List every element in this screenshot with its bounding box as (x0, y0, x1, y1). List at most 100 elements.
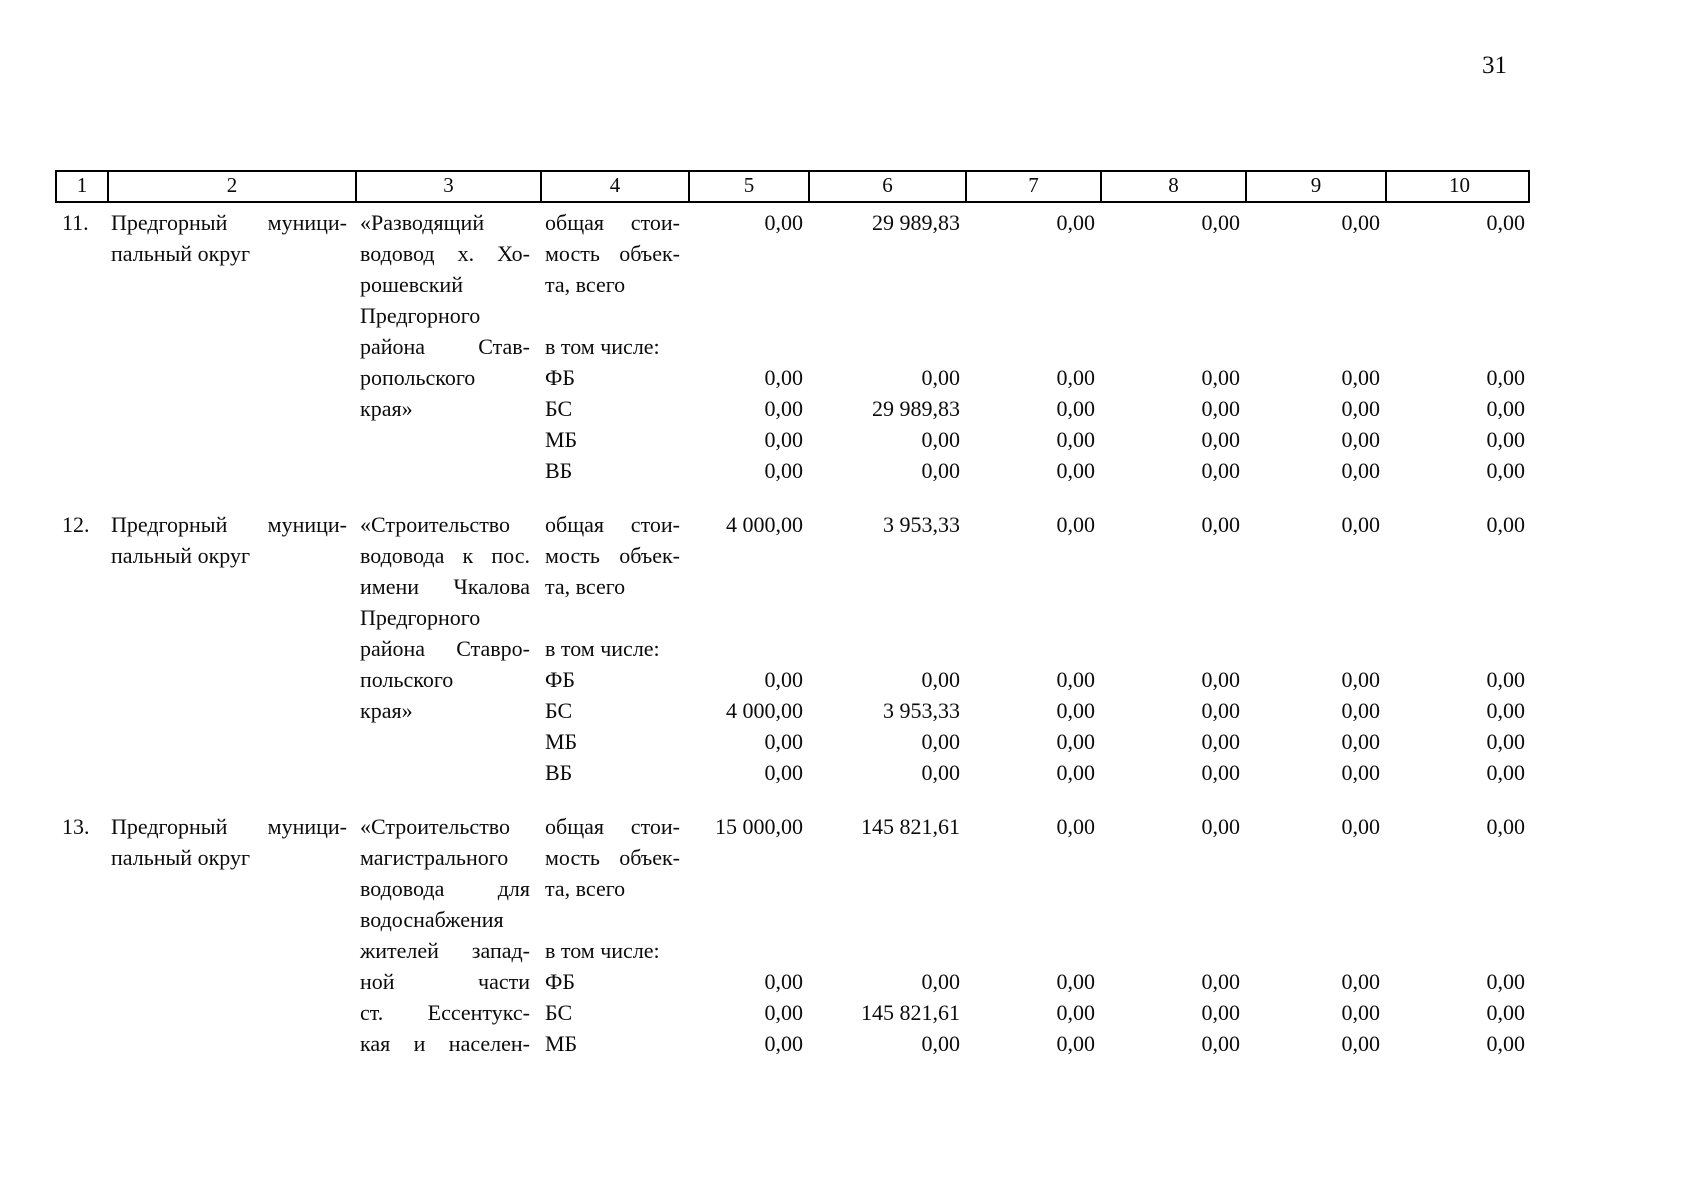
value-cell (1245, 873, 1385, 904)
district-cell (107, 904, 355, 935)
table-row: рошевский та, всего (55, 269, 1530, 300)
value-cell: 0,00 (764, 729, 804, 754)
value-cell (1245, 571, 1385, 602)
page-number: 31 (1482, 52, 1507, 79)
value-cell: 0,00 (764, 1031, 804, 1056)
row-number-cell (55, 633, 107, 664)
table-row: края» БС 0,00 29 989,83 0,00 0,00 0,00 0,00 (55, 393, 1530, 424)
district-cell: Предгорный муници- (111, 210, 347, 235)
district-cell (107, 300, 355, 331)
value-cell (1385, 269, 1530, 300)
value-cell (1385, 331, 1530, 362)
indicator-cell: ВБ (545, 760, 573, 785)
district-cell: пальный округ (111, 845, 250, 870)
table-entry: 11. Предгорный муници- «Разводящий общая ст… (55, 207, 1530, 486)
value-cell (808, 935, 965, 966)
indicator-cell: ВБ (545, 458, 573, 483)
value-cell: 0,00 (921, 667, 961, 692)
value-cell: 0,00 (1486, 760, 1526, 785)
table-row: водовода для та, всего (55, 873, 1530, 904)
district-cell (107, 1028, 355, 1059)
header-cell: 6 (810, 172, 967, 201)
header-cell: 10 (1449, 173, 1470, 197)
project-cell: ст. Ессентукс- (360, 1000, 530, 1025)
value-cell (1245, 238, 1385, 269)
value-cell (965, 540, 1100, 571)
table-row: пальный округ водовода к пос. мость объек- (55, 540, 1530, 571)
value-cell (965, 633, 1100, 664)
value-cell (1385, 935, 1530, 966)
value-cell: 0,00 (1201, 512, 1241, 537)
value-cell: 4 000,00 (726, 512, 803, 537)
value-cell (1100, 633, 1245, 664)
indicator-cell: та, всего (545, 574, 626, 599)
table-row: ной части ФБ 0,00 0,00 0,00 0,00 0,00 0,00 (55, 966, 1530, 997)
value-cell (808, 540, 965, 571)
value-cell: 0,00 (1201, 1000, 1241, 1025)
table-entry: 12. Предгорный муници- «Строительство общая… (55, 509, 1530, 788)
value-cell (688, 269, 808, 300)
value-cell (688, 873, 808, 904)
value-cell: 0,00 (1486, 729, 1526, 754)
value-cell (1100, 300, 1245, 331)
table-row: 13. Предгорный муници- «Строительство общая… (55, 811, 1530, 842)
value-cell (965, 571, 1100, 602)
district-cell (107, 873, 355, 904)
row-number-cell (55, 695, 107, 726)
row-number-cell (55, 904, 107, 935)
table-row: водоснабжения (55, 904, 1530, 935)
project-cell: «Строительство (360, 814, 511, 839)
row-number-cell (55, 362, 107, 393)
indicator-cell: ФБ (545, 667, 576, 692)
project-cell: «Строительство (360, 512, 511, 537)
indicator-cell: мость объек- (545, 241, 680, 266)
table-row: жителей запад-в том числе: (55, 935, 1530, 966)
district-cell (107, 269, 355, 300)
value-cell: 0,00 (921, 969, 961, 994)
value-cell: 0,00 (764, 365, 804, 390)
value-cell: 0,00 (1341, 698, 1381, 723)
value-cell (1245, 269, 1385, 300)
header-cell: 7 (967, 172, 1102, 201)
value-cell (688, 602, 808, 633)
value-cell: 0,00 (1056, 1000, 1096, 1025)
indicator-cell: общая стои- (545, 512, 680, 537)
value-cell: 0,00 (764, 969, 804, 994)
value-cell: 0,00 (1201, 969, 1241, 994)
row-number-cell (55, 726, 107, 757)
table-row: ст. Ессентукс- БС 0,00 145 821,61 0,00 0,00 0,… (55, 997, 1530, 1028)
value-cell (808, 238, 965, 269)
row-number-cell (55, 966, 107, 997)
row-number-cell (55, 455, 107, 486)
value-cell (1100, 602, 1245, 633)
value-cell: 3 953,33 (883, 698, 960, 723)
header-cell: 2 (109, 172, 357, 201)
row-number-cell (55, 842, 107, 873)
district-cell (107, 633, 355, 664)
project-cell: водовода для (360, 876, 530, 901)
indicator-cell: мость объек- (545, 543, 680, 568)
value-cell (688, 300, 808, 331)
district-cell: пальный округ (111, 241, 250, 266)
value-cell (1245, 300, 1385, 331)
row-number-cell (55, 424, 107, 455)
value-cell: 0,00 (1201, 1031, 1241, 1056)
district-cell (107, 695, 355, 726)
value-cell (808, 331, 965, 362)
value-cell: 0,00 (921, 365, 961, 390)
value-cell: 0,00 (1056, 814, 1096, 839)
value-cell (965, 238, 1100, 269)
value-cell: 0,00 (764, 396, 804, 421)
value-cell (1245, 935, 1385, 966)
value-cell (965, 873, 1100, 904)
indicator-cell: общая стои- (545, 814, 680, 839)
table-row: ВБ 0,00 0,00 0,00 0,00 0,00 0,00 (55, 757, 1530, 788)
value-cell (1245, 904, 1385, 935)
row-number-cell (55, 238, 107, 269)
indicator-cell: МБ (545, 1031, 578, 1056)
row-number-cell (55, 1028, 107, 1059)
district-cell: пальный округ (111, 543, 250, 568)
indicator-cell: мость объек- (545, 845, 680, 870)
table-row: 11. Предгорный муници- «Разводящий общая ст… (55, 207, 1530, 238)
table-entry: 13. Предгорный муници- «Строительство общая… (55, 811, 1530, 1059)
